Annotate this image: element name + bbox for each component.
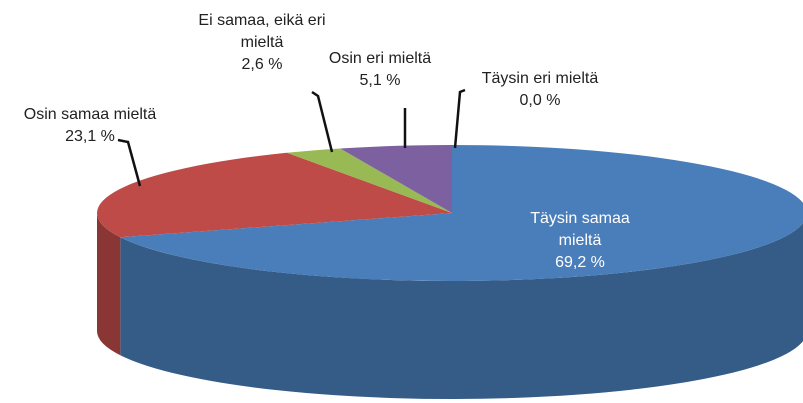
leader-line	[117, 138, 142, 187]
leader-lines	[117, 88, 466, 187]
category-label: Osin samaa mieltä	[23, 106, 157, 123]
slice	[286, 148, 452, 213]
pie-sides	[97, 213, 803, 399]
category-label: Ei samaa, eikä eri mieltä	[198, 12, 326, 51]
slice	[120, 145, 803, 281]
slice	[97, 152, 452, 238]
slice-label: Osin eri mieltä 5,1 %	[320, 48, 440, 92]
value-label: 69,2 %	[555, 254, 605, 271]
slice-side	[97, 213, 121, 356]
slice-label: Täysin eri mieltä 0,0 %	[460, 68, 620, 112]
category-label: Osin eri mieltä	[328, 50, 432, 67]
leader-line	[311, 90, 334, 153]
value-label: 23,1 %	[65, 128, 115, 145]
slice	[340, 145, 452, 213]
slice-label: Osin samaa mieltä 23,1 %	[0, 104, 180, 148]
value-label: 5,1 %	[359, 72, 401, 89]
slice-label: Täysin samaa mieltä 69,2 %	[510, 208, 650, 274]
value-label: 2,6 %	[241, 56, 283, 73]
slice-side	[120, 223, 803, 399]
value-label: 0,0 %	[519, 92, 561, 109]
category-label: Täysin eri mieltä	[481, 70, 599, 87]
pie-tops	[97, 145, 803, 281]
leader-line	[453, 88, 466, 149]
category-label: Täysin samaa mieltä	[530, 210, 630, 249]
slice-label: Ei samaa, eikä eri mieltä 2,6 %	[187, 10, 337, 76]
